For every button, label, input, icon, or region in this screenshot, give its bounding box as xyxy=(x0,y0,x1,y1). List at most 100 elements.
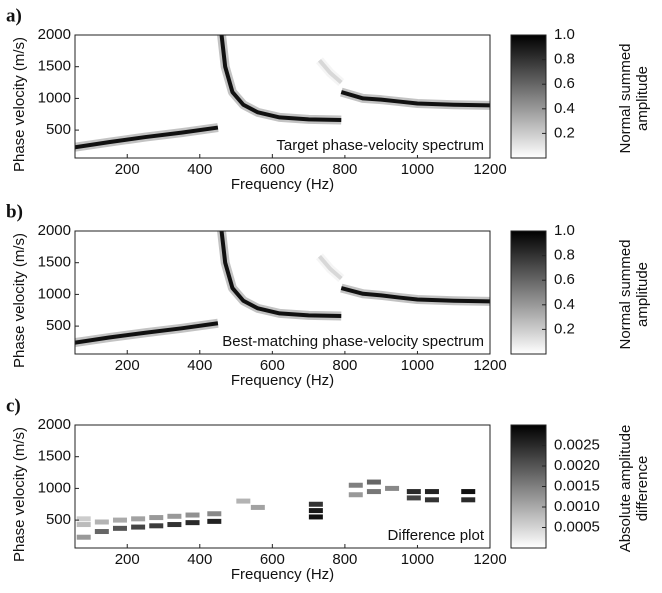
y-tick-label: 500 xyxy=(46,511,71,528)
difference-cell xyxy=(406,495,421,501)
difference-cell xyxy=(167,522,182,528)
curve xyxy=(75,125,219,150)
difference-cell xyxy=(250,504,265,510)
colorbar xyxy=(510,424,547,549)
x-tick-label: 800 xyxy=(332,551,357,568)
colorbar-tick-label: 0.0015 xyxy=(554,477,600,494)
difference-cell xyxy=(366,479,381,485)
y-tick-label: 1000 xyxy=(38,89,71,106)
difference-cell xyxy=(131,516,146,522)
colorbar-tick-label: 0.8 xyxy=(554,51,575,68)
difference-cell xyxy=(207,518,222,524)
difference-cell xyxy=(112,517,127,523)
difference-cell xyxy=(236,498,251,504)
difference-cell xyxy=(207,511,222,517)
x-tick-label: 600 xyxy=(260,161,285,178)
colorbar-tick-label: 0.6 xyxy=(554,271,575,288)
annotation-bg xyxy=(384,525,488,545)
difference-cell xyxy=(185,520,200,526)
difference-cell xyxy=(167,513,182,519)
curve xyxy=(317,59,343,85)
curve xyxy=(219,231,342,318)
colorbar-label: Normal summed xyxy=(617,43,634,153)
plot-area xyxy=(76,479,476,540)
y-tick-label: 500 xyxy=(46,121,71,138)
x-axis-label: Frequency (Hz) xyxy=(231,372,334,389)
x-tick-label: 600 xyxy=(260,551,285,568)
colorbar-tick-label: 0.4 xyxy=(554,100,575,117)
colorbar-tick-label: 0.8 xyxy=(554,247,575,264)
colorbar-label: Normal summed xyxy=(617,239,634,349)
colorbar-tick-label: 0.2 xyxy=(554,124,575,141)
x-tick-label: 1000 xyxy=(401,161,434,178)
x-tick-label: 400 xyxy=(187,551,212,568)
colorbar xyxy=(510,230,547,355)
y-axis-label: Phase velocity (m/s) xyxy=(11,37,28,172)
difference-cell xyxy=(348,492,363,498)
colorbar-label: amplitude xyxy=(634,66,651,131)
y-axis-label: Phase velocity (m/s) xyxy=(11,233,28,368)
colorbar-tick-label: 0.6 xyxy=(554,75,575,92)
x-tick-label: 1200 xyxy=(473,161,506,178)
curve xyxy=(317,255,343,281)
x-axis-label: Frequency (Hz) xyxy=(231,566,334,583)
y-tick-label: 2000 xyxy=(38,222,71,239)
annotation: Target phase-velocity spectrum xyxy=(276,137,484,154)
y-tick-label: 500 xyxy=(46,317,71,334)
x-tick-label: 1000 xyxy=(401,551,434,568)
difference-cell xyxy=(424,489,439,495)
curve-halo xyxy=(217,231,342,321)
annotation: Best-matching phase-velocity spectrum xyxy=(222,333,484,350)
curve xyxy=(340,286,490,304)
difference-cell xyxy=(461,497,476,503)
x-tick-label: 1200 xyxy=(473,551,506,568)
difference-cell xyxy=(112,525,127,531)
difference-cell xyxy=(185,512,200,518)
difference-cell xyxy=(76,522,91,528)
x-tick-label: 800 xyxy=(332,161,357,178)
curve-halo xyxy=(217,35,342,125)
difference-cell xyxy=(366,489,381,495)
difference-cell xyxy=(149,515,164,521)
difference-cell xyxy=(385,485,400,491)
difference-cell xyxy=(94,519,109,525)
x-tick-label: 400 xyxy=(187,357,212,374)
colorbar-tick-label: 0.0025 xyxy=(554,436,600,453)
y-axis-label: Phase velocity (m/s) xyxy=(11,427,28,562)
colorbar xyxy=(510,34,547,159)
colorbar-label: amplitude xyxy=(634,262,651,327)
x-tick-label: 1000 xyxy=(401,357,434,374)
y-tick-label: 1500 xyxy=(38,254,71,271)
curve xyxy=(219,35,342,122)
difference-cell xyxy=(308,501,323,507)
colorbar-label: difference xyxy=(634,456,651,522)
colorbar-tick-label: 0.2 xyxy=(554,320,575,337)
difference-cell xyxy=(149,523,164,529)
y-tick-label: 1000 xyxy=(38,479,71,496)
plot-frame xyxy=(74,34,491,159)
x-tick-label: 1200 xyxy=(473,357,506,374)
x-tick-label: 600 xyxy=(260,357,285,374)
difference-cell xyxy=(94,529,109,535)
difference-cell xyxy=(76,516,91,522)
colorbar-label: Absolute amplitude xyxy=(617,425,634,553)
curve xyxy=(75,321,219,345)
annotation: Difference plot xyxy=(388,527,485,544)
x-tick-label: 200 xyxy=(115,551,140,568)
panel-label: c) xyxy=(6,395,21,416)
plot-area xyxy=(75,231,490,348)
x-tick-label: 200 xyxy=(115,161,140,178)
x-tick-label: 200 xyxy=(115,357,140,374)
difference-cell xyxy=(424,497,439,503)
y-tick-label: 1500 xyxy=(38,58,71,75)
y-tick-label: 1000 xyxy=(38,285,71,302)
difference-cell xyxy=(461,489,476,495)
x-axis-label: Frequency (Hz) xyxy=(231,176,334,193)
difference-cell xyxy=(76,534,91,540)
plot-area xyxy=(75,35,490,152)
colorbar-tick-label: 0.4 xyxy=(554,296,575,313)
y-tick-label: 2000 xyxy=(38,26,71,43)
panel-label: a) xyxy=(6,5,22,26)
difference-cell xyxy=(308,508,323,514)
